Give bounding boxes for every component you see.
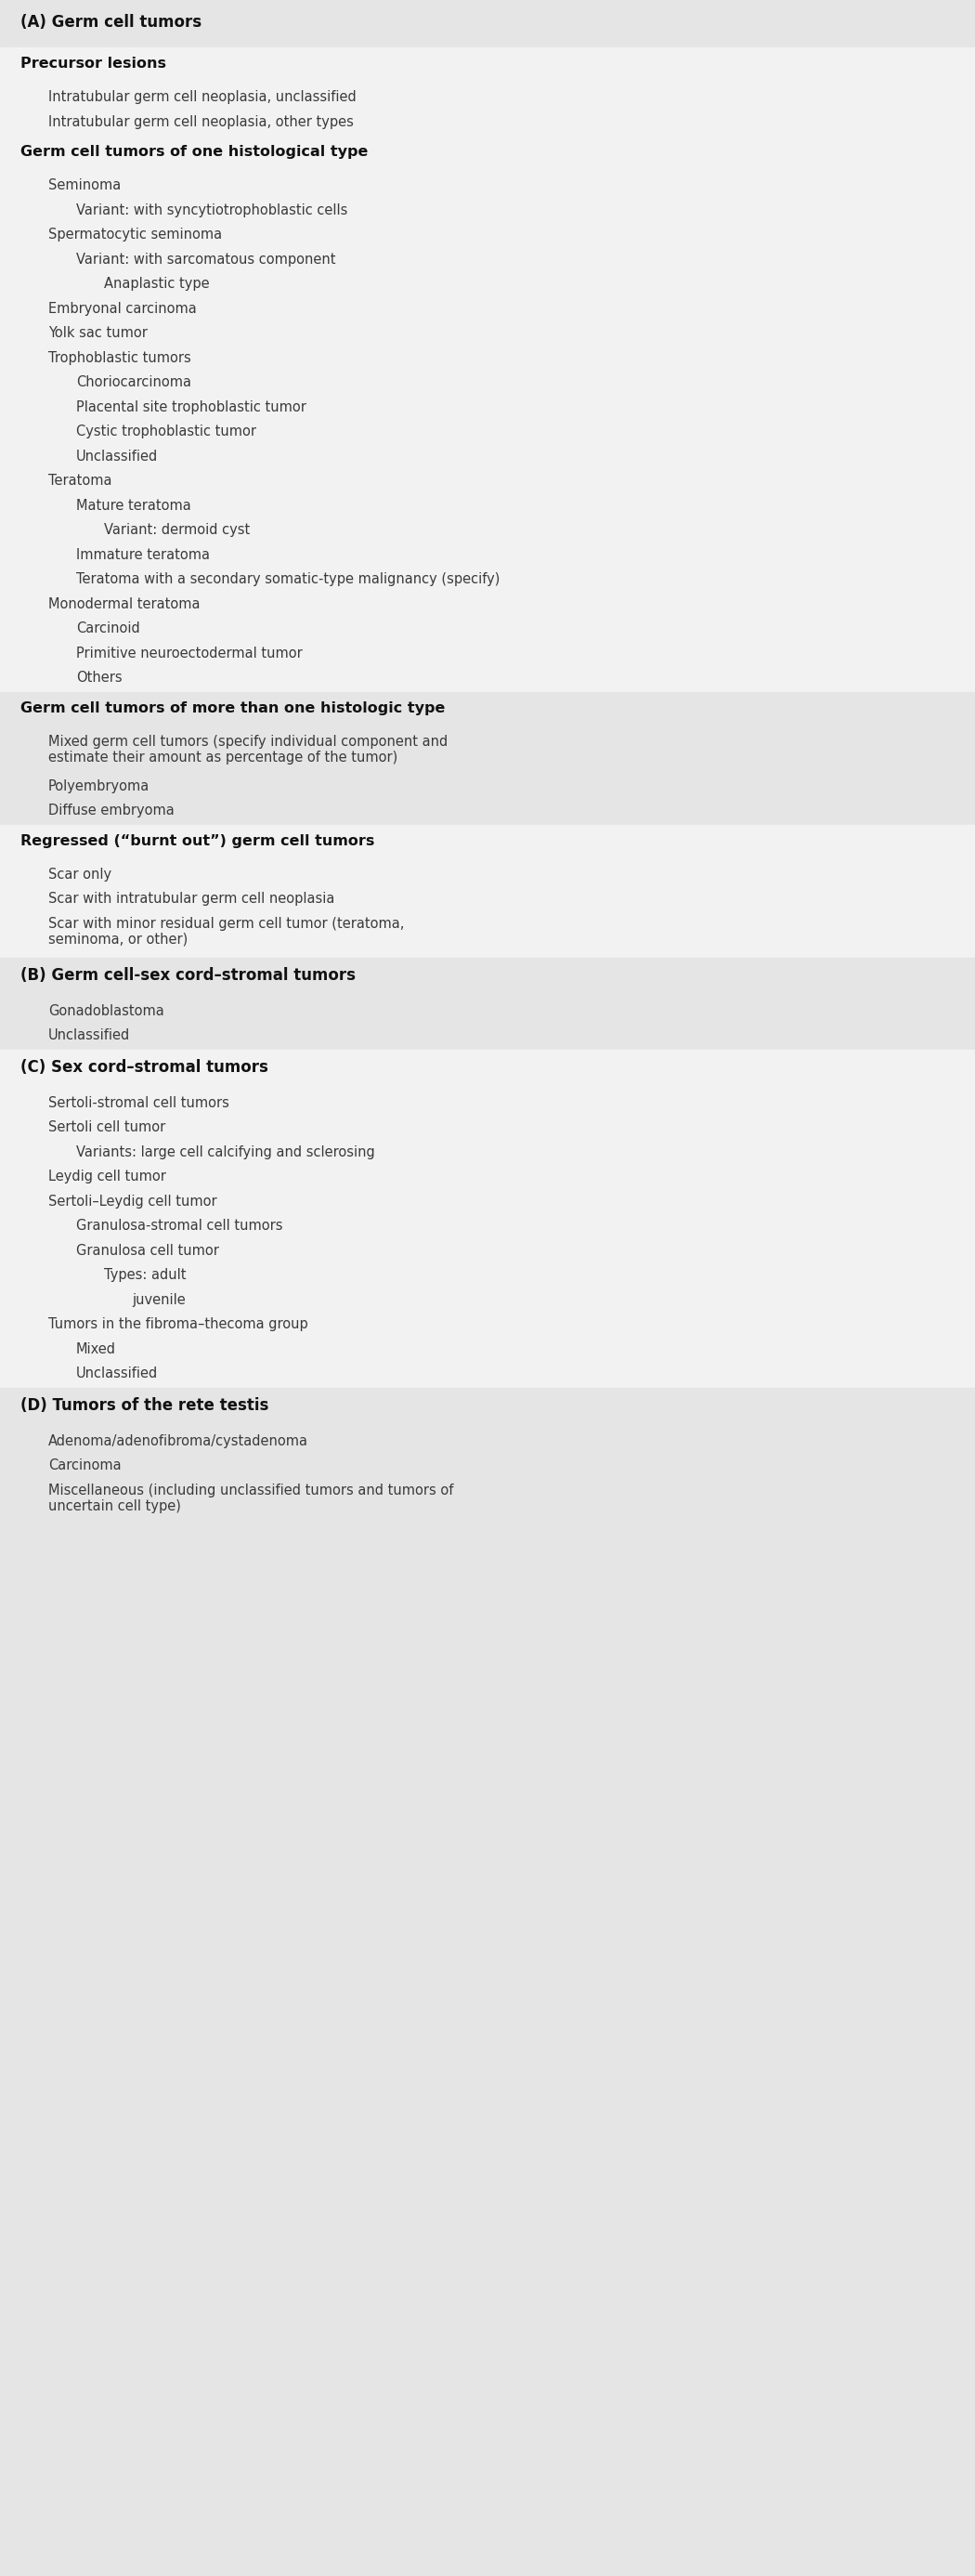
Text: Anaplastic type: Anaplastic type	[104, 276, 210, 291]
Text: Unclassified: Unclassified	[76, 1365, 158, 1381]
Text: (A) Germ cell tumors: (A) Germ cell tumors	[20, 13, 202, 31]
Text: Spermatocytic seminoma: Spermatocytic seminoma	[49, 227, 222, 242]
Text: Mixed germ cell tumors (specify individual component and
estimate their amount a: Mixed germ cell tumors (specify individu…	[49, 734, 448, 765]
Text: Carcinoid: Carcinoid	[76, 621, 140, 636]
Text: (D) Tumors of the rete testis: (D) Tumors of the rete testis	[20, 1396, 269, 1414]
Text: Yolk sac tumor: Yolk sac tumor	[49, 327, 147, 340]
Text: Scar with intratubular germ cell neoplasia: Scar with intratubular germ cell neoplas…	[49, 891, 334, 907]
Text: Granulosa-stromal cell tumors: Granulosa-stromal cell tumors	[76, 1218, 283, 1234]
Text: Leydig cell tumor: Leydig cell tumor	[49, 1170, 166, 1182]
Bar	[0, 1388, 975, 1525]
Text: Granulosa cell tumor: Granulosa cell tumor	[76, 1244, 219, 1257]
Text: Seminoma: Seminoma	[49, 178, 121, 193]
Text: Others: Others	[76, 670, 122, 685]
Text: Intratubular germ cell neoplasia, unclassified: Intratubular germ cell neoplasia, unclas…	[49, 90, 356, 103]
Text: Sertoli–Leydig cell tumor: Sertoli–Leydig cell tumor	[49, 1195, 216, 1208]
Text: Gonadoblastoma: Gonadoblastoma	[49, 1005, 164, 1018]
Bar	[0, 5, 975, 46]
Text: Mixed: Mixed	[76, 1342, 116, 1355]
Text: Scar only: Scar only	[49, 868, 111, 881]
Text: Immature teratoma: Immature teratoma	[76, 549, 210, 562]
Text: Germ cell tumors of one histological type: Germ cell tumors of one histological typ…	[20, 144, 369, 160]
Text: Miscellaneous (including unclassified tumors and tumors of
uncertain cell type): Miscellaneous (including unclassified tu…	[49, 1484, 453, 1512]
Bar	[0, 824, 975, 958]
Text: Embryonal carcinoma: Embryonal carcinoma	[49, 301, 197, 314]
Text: Sertoli cell tumor: Sertoli cell tumor	[49, 1121, 166, 1133]
Text: Scar with minor residual germ cell tumor (teratoma,
seminoma, or other): Scar with minor residual germ cell tumor…	[49, 917, 405, 945]
Text: Regressed (“burnt out”) germ cell tumors: Regressed (“burnt out”) germ cell tumors	[20, 835, 374, 848]
Text: Teratoma with a secondary somatic-type malignancy (specify): Teratoma with a secondary somatic-type m…	[76, 572, 500, 587]
Text: juvenile: juvenile	[132, 1293, 185, 1306]
Bar	[0, 690, 975, 824]
Text: Trophoblastic tumors: Trophoblastic tumors	[49, 350, 191, 366]
Text: (B) Germ cell-sex cord–stromal tumors: (B) Germ cell-sex cord–stromal tumors	[20, 966, 356, 984]
Bar	[0, 958, 975, 1048]
Text: Primitive neuroectodermal tumor: Primitive neuroectodermal tumor	[76, 647, 302, 659]
Text: Cystic trophoblastic tumor: Cystic trophoblastic tumor	[76, 425, 256, 438]
Text: (C) Sex cord–stromal tumors: (C) Sex cord–stromal tumors	[20, 1059, 268, 1074]
Text: Mature teratoma: Mature teratoma	[76, 497, 191, 513]
Text: Sertoli-stromal cell tumors: Sertoli-stromal cell tumors	[49, 1095, 229, 1110]
Text: Variant: dermoid cyst: Variant: dermoid cyst	[104, 523, 250, 536]
Bar	[0, 46, 975, 690]
Text: Unclassified: Unclassified	[76, 448, 158, 464]
Text: Variant: with sarcomatous component: Variant: with sarcomatous component	[76, 252, 335, 265]
Text: Variant: with syncytiotrophoblastic cells: Variant: with syncytiotrophoblastic cell…	[76, 204, 348, 216]
Text: Variants: large cell calcifying and sclerosing: Variants: large cell calcifying and scle…	[76, 1144, 375, 1159]
Text: Precursor lesions: Precursor lesions	[20, 57, 166, 70]
Bar	[0, 1048, 975, 1388]
Text: Types: adult: Types: adult	[104, 1267, 186, 1283]
Text: Placental site trophoblastic tumor: Placental site trophoblastic tumor	[76, 399, 306, 415]
Text: Germ cell tumors of more than one histologic type: Germ cell tumors of more than one histol…	[20, 701, 446, 714]
Text: Polyembryoma: Polyembryoma	[49, 778, 150, 793]
Text: Carcinoma: Carcinoma	[49, 1458, 121, 1473]
Text: Unclassified: Unclassified	[49, 1028, 131, 1043]
Text: Tumors in the fibroma–thecoma group: Tumors in the fibroma–thecoma group	[49, 1316, 308, 1332]
Text: Monodermal teratoma: Monodermal teratoma	[49, 598, 200, 611]
Text: Intratubular germ cell neoplasia, other types: Intratubular germ cell neoplasia, other …	[49, 116, 354, 129]
Text: Adenoma/adenofibroma/cystadenoma: Adenoma/adenofibroma/cystadenoma	[49, 1435, 308, 1448]
Text: Diffuse embryoma: Diffuse embryoma	[49, 804, 175, 817]
Text: Teratoma: Teratoma	[49, 474, 112, 487]
Text: Choriocarcinoma: Choriocarcinoma	[76, 376, 191, 389]
